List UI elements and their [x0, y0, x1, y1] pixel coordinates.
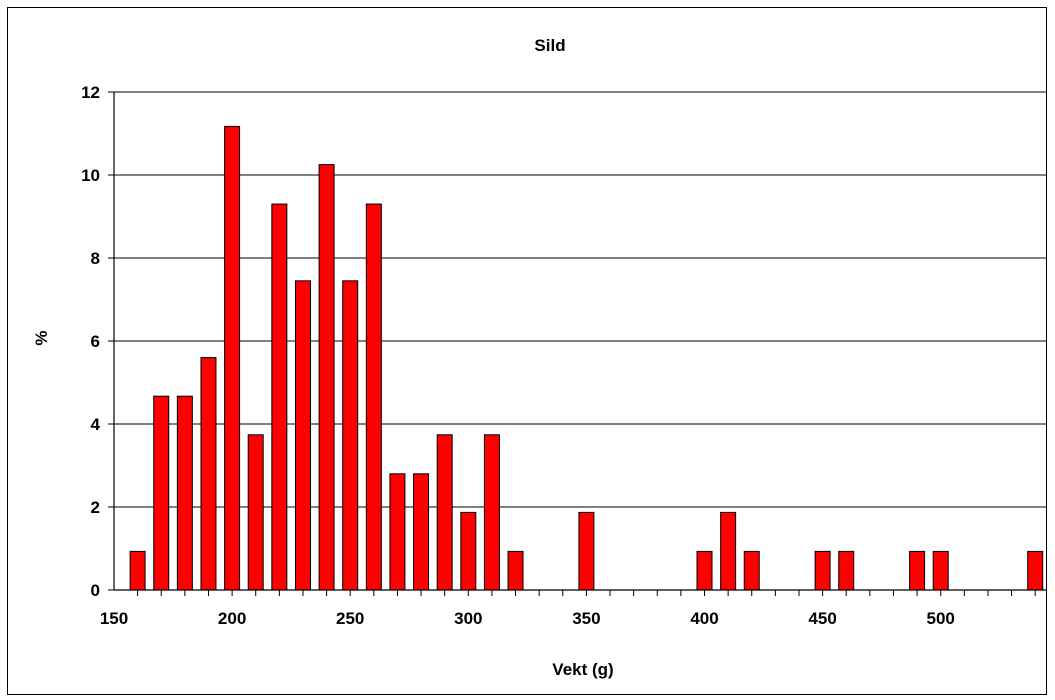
bar — [483, 434, 500, 591]
y-tick-label: 8 — [91, 249, 100, 268]
bar — [460, 511, 477, 591]
y-tick-label: 12 — [81, 83, 100, 102]
bar — [838, 550, 855, 591]
x-tick-label: 500 — [927, 609, 955, 628]
x-axis-label: Vekt (g) — [552, 660, 613, 679]
y-tick-label: 2 — [91, 498, 100, 517]
bar — [365, 203, 382, 591]
bar — [696, 550, 713, 591]
y-tick-label: 6 — [91, 332, 100, 351]
bar — [342, 280, 359, 591]
x-tick-label: 200 — [218, 609, 246, 628]
bar — [507, 550, 524, 591]
y-tick-label: 4 — [91, 415, 101, 434]
bar — [294, 280, 311, 591]
bar — [743, 550, 760, 591]
x-tick-label: 350 — [572, 609, 600, 628]
bar — [814, 550, 831, 591]
bar — [436, 434, 453, 591]
bar — [1027, 550, 1044, 591]
axes — [108, 91, 1047, 596]
chart-title: Sild — [534, 36, 565, 55]
bar — [318, 164, 335, 591]
bar — [932, 550, 949, 591]
y-tick-label: 0 — [91, 581, 100, 600]
y-tick-labels: 0 2 4 6 8 10 12 — [81, 83, 100, 600]
y-tick-label: 10 — [81, 166, 100, 185]
bar — [909, 550, 926, 591]
x-tick-label: 300 — [454, 609, 482, 628]
bar — [176, 395, 193, 591]
x-tick-label: 250 — [336, 609, 364, 628]
bar — [271, 203, 288, 591]
x-tick-label: 400 — [690, 609, 718, 628]
bar — [247, 434, 264, 591]
bar — [413, 473, 430, 591]
x-tick-labels: 150 200 250 300 350 400 450 500 — [100, 609, 955, 628]
bar — [578, 511, 595, 591]
grid-lines — [114, 91, 1047, 508]
bar — [389, 473, 406, 591]
bar — [720, 511, 737, 591]
x-tick-label: 150 — [100, 609, 128, 628]
bar — [129, 550, 146, 591]
bar — [153, 395, 170, 591]
bar — [224, 125, 241, 591]
bar — [200, 357, 217, 591]
x-tick-label: 450 — [808, 609, 836, 628]
bar-series — [129, 125, 1044, 591]
y-axis-label: % — [32, 330, 51, 345]
